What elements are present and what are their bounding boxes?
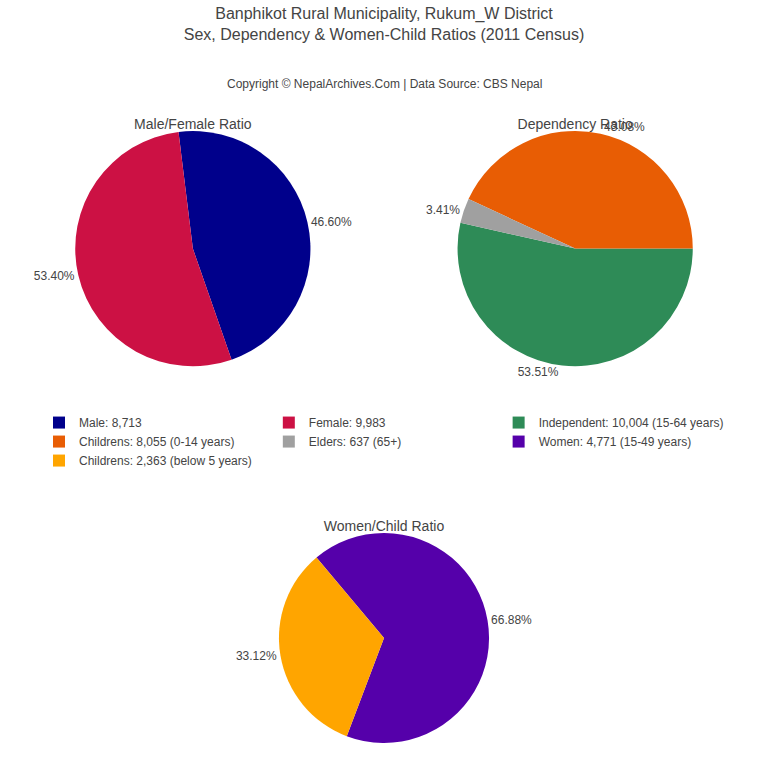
svg-text:3.41%: 3.41% <box>426 203 460 217</box>
svg-text:Copyright © NepalArchives.Com: Copyright © NepalArchives.Com | Data Sou… <box>227 77 542 91</box>
svg-text:Male: 8,713: Male: 8,713 <box>79 416 142 430</box>
svg-text:53.51%: 53.51% <box>518 365 559 379</box>
svg-text:Women/Child Ratio: Women/Child Ratio <box>324 518 445 534</box>
svg-text:Elders: 637 (65+): Elders: 637 (65+) <box>309 435 401 449</box>
svg-text:Women: 4,771 (15-49 years): Women: 4,771 (15-49 years) <box>539 435 692 449</box>
svg-text:Dependency Ratio: Dependency Ratio <box>518 116 633 132</box>
svg-text:46.60%: 46.60% <box>311 215 352 229</box>
svg-text:Male/Female Ratio: Male/Female Ratio <box>134 116 252 132</box>
svg-text:Female: 9,983: Female: 9,983 <box>309 416 386 430</box>
svg-text:Childrens: 2,363 (below 5 year: Childrens: 2,363 (below 5 years) <box>79 454 252 468</box>
svg-text:Independent: 10,004 (15-64 yea: Independent: 10,004 (15-64 years) <box>539 416 724 430</box>
svg-text:Childrens: 8,055 (0-14 years): Childrens: 8,055 (0-14 years) <box>79 435 234 449</box>
svg-text:43.08%: 43.08% <box>604 120 645 134</box>
svg-text:66.88%: 66.88% <box>491 613 532 627</box>
svg-text:53.40%: 53.40% <box>34 269 75 283</box>
svg-text:Banphikot Rural Municipality,: Banphikot Rural Municipality, Rukum_W Di… <box>184 5 585 43</box>
svg-text:33.12%: 33.12% <box>236 649 277 663</box>
